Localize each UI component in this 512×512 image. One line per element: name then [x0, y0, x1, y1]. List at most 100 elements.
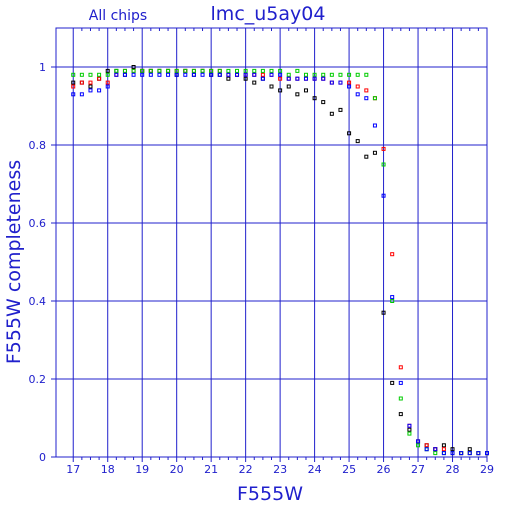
data-point [114, 72, 119, 77]
data-point [105, 80, 110, 85]
data-point [364, 154, 369, 159]
data-point [329, 72, 334, 77]
data-point [243, 68, 248, 73]
data-point [416, 439, 421, 444]
data-point [269, 84, 274, 89]
data-point [390, 295, 395, 300]
data-point [416, 443, 421, 448]
data-point [364, 72, 369, 77]
data-point [303, 76, 308, 81]
data-point [321, 72, 326, 77]
data-point [269, 68, 274, 73]
data-point [105, 72, 110, 77]
data-point [260, 76, 265, 81]
data-point [148, 68, 153, 73]
y-tick-label: 1 [39, 61, 46, 74]
data-point [433, 447, 438, 452]
data-point [217, 72, 222, 77]
x-tick-label: 29 [480, 463, 494, 476]
x-tick-label: 20 [170, 463, 184, 476]
data-point [329, 80, 334, 85]
data-point [243, 72, 248, 77]
data-point [183, 72, 188, 77]
data-point [347, 72, 352, 77]
data-point [355, 72, 360, 77]
x-tick-label: 23 [273, 463, 287, 476]
data-point [122, 68, 127, 73]
data-point [364, 88, 369, 93]
data-point [226, 76, 231, 81]
data-point [122, 72, 127, 77]
data-point [131, 68, 136, 73]
data-point [295, 76, 300, 81]
x-tick-label: 17 [66, 463, 80, 476]
x-tick-label: 26 [377, 463, 391, 476]
y-tick-label: 0 [39, 451, 46, 464]
data-point [71, 80, 76, 85]
data-point [105, 84, 110, 89]
series-3 [71, 72, 489, 456]
data-point [217, 68, 222, 73]
data-point [278, 88, 283, 93]
data-point [183, 68, 188, 73]
data-point [485, 451, 489, 456]
data-point [131, 65, 136, 69]
y-tick-label: 0.4 [29, 295, 47, 308]
data-point [381, 310, 386, 315]
data-point [372, 123, 377, 128]
data-point [235, 68, 240, 73]
data-point [200, 72, 205, 77]
chart-subtitle: All chips [89, 8, 147, 24]
data-point [390, 380, 395, 385]
data-point [441, 443, 446, 448]
data-point [148, 72, 153, 77]
data-point [398, 412, 403, 417]
data-point [97, 72, 102, 77]
data-point [71, 92, 76, 97]
data-point [347, 131, 352, 136]
x-tick-label: 27 [411, 463, 425, 476]
data-point [114, 68, 119, 73]
data-point [407, 431, 412, 436]
data-point [441, 447, 446, 452]
data-point [338, 80, 343, 85]
data-point [450, 447, 455, 452]
data-point [312, 72, 317, 77]
data-point [157, 68, 162, 73]
data-point [260, 72, 265, 77]
data-point [269, 72, 274, 77]
data-point [424, 447, 429, 452]
x-tick-label: 19 [135, 463, 149, 476]
x-tick-label: 22 [239, 463, 253, 476]
data-point [252, 80, 257, 85]
data-point [140, 68, 145, 73]
data-point [174, 72, 179, 77]
x-tick-label: 21 [204, 463, 218, 476]
data-point [191, 68, 196, 73]
data-point [441, 451, 446, 456]
data-point [433, 451, 438, 456]
x-axis-label: F555W [237, 483, 303, 505]
data-point [278, 68, 283, 73]
data-point [355, 92, 360, 97]
x-axis: 17 18 19 20 21 22 23 24 25 26 27 28 29 [66, 28, 494, 476]
data-point [200, 68, 205, 73]
data-point [398, 365, 403, 370]
data-point [329, 111, 334, 116]
data-point [390, 252, 395, 257]
data-point [88, 88, 93, 93]
y-axis: 0 0.2 0.4 0.6 0.8 1 [29, 61, 56, 464]
data-point [88, 84, 93, 89]
data-point [303, 88, 308, 93]
data-point [398, 380, 403, 385]
data-point [260, 68, 265, 73]
data-point [407, 427, 412, 432]
data-point [71, 84, 76, 89]
data-point [174, 68, 179, 73]
y-tick-label: 0.6 [29, 217, 47, 230]
data-point [295, 92, 300, 97]
data-point [321, 76, 326, 81]
data-point [252, 72, 257, 77]
data-point [252, 68, 257, 73]
